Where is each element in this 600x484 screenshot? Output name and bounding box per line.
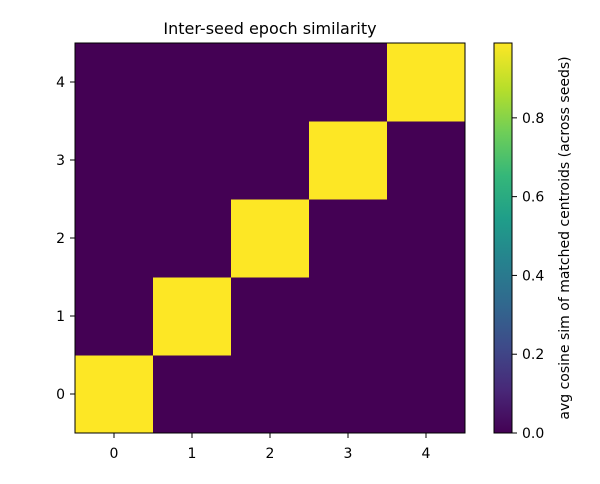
heatmap-cell xyxy=(153,355,232,434)
heatmap-cell xyxy=(231,121,310,200)
heatmap-cells xyxy=(75,43,466,434)
heatmap-cell xyxy=(387,121,466,200)
colorbar-tick-label: 0.4 xyxy=(522,268,544,284)
heatmap-cell xyxy=(231,277,310,356)
y-axis: 0 1 2 3 4 xyxy=(56,75,75,403)
y-tick-label: 1 xyxy=(56,309,65,325)
y-tick-label: 2 xyxy=(56,231,65,247)
heatmap-cell xyxy=(75,121,154,200)
y-tick-label: 4 xyxy=(56,75,65,91)
heatmap-cell xyxy=(231,355,310,434)
x-axis: 0 1 2 3 4 xyxy=(110,433,431,462)
x-tick-label: 2 xyxy=(266,446,275,462)
colorbar-label: avg cosine sim of matched centroids (acr… xyxy=(557,56,573,419)
heatmap-cell xyxy=(309,277,388,356)
heatmap-cell xyxy=(231,199,310,278)
heatmap-cell xyxy=(231,43,310,122)
heatmap-cell xyxy=(309,43,388,122)
heatmap-cell xyxy=(153,121,232,200)
heatmap-cell xyxy=(75,199,154,278)
colorbar-tick-label: 0.2 xyxy=(522,347,544,363)
heatmap-cell xyxy=(387,199,466,278)
heatmap-cell xyxy=(153,43,232,122)
heatmap-cell xyxy=(75,277,154,356)
colorbar-tick-label: 0.6 xyxy=(522,190,544,206)
heatmap-cell xyxy=(309,355,388,434)
colorbar-tick-label: 0.8 xyxy=(522,111,544,127)
colorbar-tick-label: 0.0 xyxy=(522,426,544,442)
heatmap-cell xyxy=(387,355,466,434)
y-tick-label: 3 xyxy=(56,153,65,169)
x-tick-label: 1 xyxy=(188,446,197,462)
heatmap-cell xyxy=(309,199,388,278)
x-tick-label: 0 xyxy=(110,446,119,462)
heatmap-cell xyxy=(309,121,388,200)
heatmap-cell xyxy=(153,199,232,278)
y-tick-label: 0 xyxy=(56,387,65,403)
colorbar-axis: 0.0 0.2 0.4 0.6 0.8 xyxy=(512,111,544,442)
x-tick-label: 3 xyxy=(344,446,353,462)
heatmap-cell xyxy=(75,355,154,434)
heatmap-cell xyxy=(387,277,466,356)
x-tick-label: 4 xyxy=(422,446,431,462)
colorbar xyxy=(493,42,513,434)
heatmap-cell xyxy=(153,277,232,356)
heatmap-cell xyxy=(387,43,466,122)
chart-title: Inter-seed epoch similarity xyxy=(163,19,376,38)
heatmap-cell xyxy=(75,43,154,122)
